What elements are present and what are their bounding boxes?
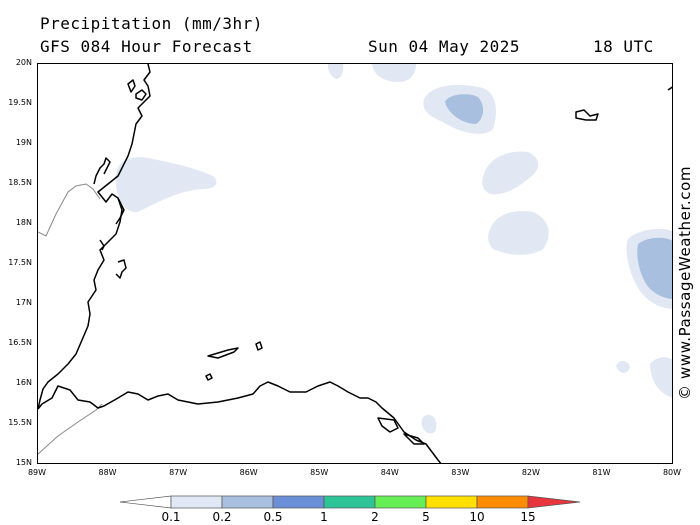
legend-label: 0.2 — [212, 510, 232, 524]
legend-swatch — [119, 495, 172, 509]
precip-area-light — [115, 157, 217, 213]
latitude-label: 17.5N — [8, 258, 32, 267]
legend-label: 5 — [422, 510, 430, 524]
precip-areas — [115, 64, 672, 434]
longitude-label: 81W — [592, 468, 611, 477]
latitude-label: 15.5N — [8, 418, 32, 427]
legend-label: 10 — [469, 510, 485, 524]
latitude-label: 15N — [15, 458, 32, 467]
longitude-label: 83W — [451, 468, 470, 477]
latitude-label: 16N — [15, 378, 32, 387]
precip-area-light — [372, 64, 416, 82]
precip-legend — [119, 495, 581, 509]
cay-east — [667, 86, 672, 91]
bay-islands — [377, 417, 425, 445]
precip-area-light — [650, 357, 672, 398]
legend-label: 0.5 — [263, 510, 283, 524]
longitude-label: 82W — [521, 468, 540, 477]
latitude-label: 18N — [15, 218, 32, 227]
legend-label: 1 — [320, 510, 328, 524]
latitude-label: 17N — [15, 298, 32, 307]
latitude-label: 20N — [15, 58, 32, 67]
cay-4 — [207, 347, 239, 359]
latitude-label: 19.5N — [8, 98, 32, 107]
longitude-label: 85W — [310, 468, 329, 477]
cay-5 — [255, 341, 263, 351]
precip-area-medium — [637, 237, 672, 299]
forecast-subtitle: GFS 084 Hour Forecast — [40, 37, 253, 56]
precip-area-light — [421, 414, 437, 434]
legend-swatch — [221, 495, 274, 509]
longitude-label: 80W — [662, 468, 682, 477]
legend-swatch — [476, 495, 529, 509]
chart-title: Precipitation (mm/3hr) — [40, 14, 263, 33]
legend-label: 0.1 — [161, 510, 181, 524]
forecast-time: 18 UTC — [593, 37, 654, 56]
legend-swatch — [323, 495, 376, 509]
latitude-label: 18.5N — [8, 178, 32, 187]
legend-swatch — [527, 495, 581, 509]
precip-area-light — [616, 360, 630, 373]
longitude-label: 87W — [169, 468, 188, 477]
forecast-date: Sun 04 May 2025 — [368, 37, 520, 56]
legend-swatch — [170, 495, 223, 509]
legend-swatch — [374, 495, 427, 509]
cay-islands — [575, 109, 599, 121]
cay-2 — [115, 259, 127, 279]
precip-area-light — [327, 64, 344, 79]
chetumal-bay — [115, 197, 125, 225]
map-canvas — [38, 64, 672, 463]
country-border — [38, 183, 101, 237]
latitude-label: 19N — [15, 138, 32, 147]
precip-area-light — [488, 211, 549, 255]
legend-label: 15 — [520, 510, 536, 524]
latitude-label: 16.5N — [8, 338, 32, 347]
longitude-label: 88W — [98, 468, 117, 477]
country-border — [38, 403, 103, 455]
legend-label: 2 — [371, 510, 379, 524]
legend-swatch — [272, 495, 325, 509]
yucatan-inner — [93, 157, 111, 185]
cozumel-island — [135, 89, 147, 101]
coastline — [38, 64, 672, 463]
cay-3 — [205, 373, 213, 381]
honduras-coast — [38, 381, 442, 463]
legend-swatch — [425, 495, 478, 509]
yucatan-coast — [38, 64, 151, 410]
cay-1 — [99, 239, 105, 251]
longitude-label: 89W — [27, 468, 47, 477]
precipitation-map — [37, 63, 673, 464]
precip-area-light — [482, 151, 539, 195]
precip-area-medium — [445, 94, 484, 124]
watermark-brand: © www.PassageWeather.com — [676, 165, 694, 400]
longitude-label: 84W — [380, 468, 399, 477]
cozumel-island-2 — [127, 79, 136, 93]
longitude-label: 86W — [239, 468, 258, 477]
